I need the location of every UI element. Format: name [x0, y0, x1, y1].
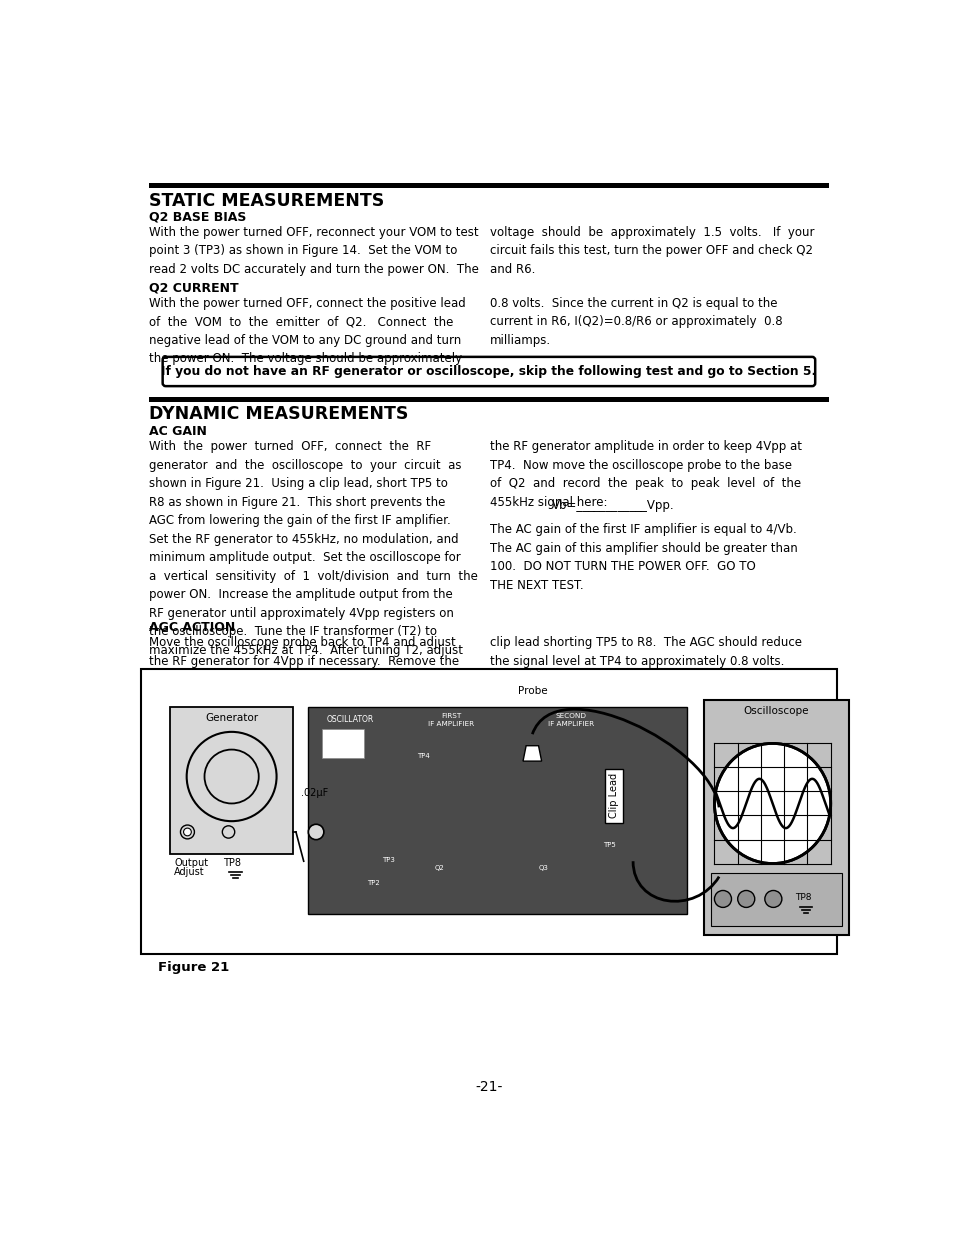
Text: TP3: TP3 [382, 857, 395, 863]
Text: TP8: TP8 [794, 893, 811, 902]
Text: Q2: Q2 [434, 864, 444, 871]
Text: Figure 21: Figure 21 [158, 961, 229, 974]
Text: Q2 BASE BIAS: Q2 BASE BIAS [149, 211, 246, 224]
Text: FIRST
IF AMPLIFIER: FIRST IF AMPLIFIER [428, 714, 474, 727]
Text: Vb=____________Vpp.: Vb=____________Vpp. [551, 499, 674, 511]
Ellipse shape [714, 743, 830, 863]
Circle shape [204, 750, 258, 804]
Text: AC GAIN: AC GAIN [149, 425, 207, 437]
Text: If you do not have an RF generator or oscilloscope, skip the following test and : If you do not have an RF generator or os… [161, 366, 816, 378]
Polygon shape [522, 746, 541, 761]
Text: Clip Lead: Clip Lead [608, 773, 618, 819]
Bar [307, 708, 686, 914]
Bar [711, 873, 841, 926]
Text: AGC ACTION: AGC ACTION [149, 621, 234, 634]
Text: With  the  power  turned  OFF,  connect  the  RF
generator  and  the  oscillosco: With the power turned OFF, connect the R… [149, 440, 477, 657]
Bar [321, 729, 364, 758]
Text: With the power turned OFF, reconnect your VOM to test
point 3 (TP3) as shown in : With the power turned OFF, reconnect you… [149, 226, 478, 275]
Text: DYNAMIC MEASUREMENTS: DYNAMIC MEASUREMENTS [149, 405, 408, 422]
Text: Oscilloscope: Oscilloscope [743, 706, 808, 716]
Circle shape [764, 890, 781, 908]
Text: Move the oscilloscope probe back to TP4 and adjust
the RF generator for 4Vpp if : Move the oscilloscope probe back to TP4 … [149, 636, 458, 668]
Text: 0.8 volts.  Since the current in Q2 is equal to the
current in R6, I(Q2)=0.8/R6 : 0.8 volts. Since the current in Q2 is eq… [489, 296, 781, 347]
Text: With the power turned OFF, connect the positive lead
of  the  VOM  to  the  emit: With the power turned OFF, connect the p… [149, 296, 465, 366]
Text: STATIC MEASUREMENTS: STATIC MEASUREMENTS [149, 193, 383, 210]
Text: voltage  should  be  approximately  1.5  volts.   If  your
circuit fails this te: voltage should be approximately 1.5 volt… [489, 226, 813, 275]
Text: the RF generator amplitude in order to keep 4Vpp at
TP4.  Now move the oscillosc: the RF generator amplitude in order to k… [489, 440, 801, 509]
Text: Output: Output [174, 858, 208, 868]
Circle shape [308, 824, 323, 840]
Circle shape [222, 826, 234, 839]
Text: Generator: Generator [205, 714, 258, 724]
Text: TP8: TP8 [223, 858, 241, 868]
Text: SECOND
IF AMPLIFIER: SECOND IF AMPLIFIER [547, 714, 594, 727]
Bar [703, 699, 848, 935]
Bar [149, 183, 828, 188]
Bar [141, 668, 836, 953]
Text: The AC gain of the first IF amplifier is equal to 4/Vb.
The AC gain of this ampl: The AC gain of the first IF amplifier is… [489, 524, 797, 592]
Text: Adjust: Adjust [174, 867, 205, 877]
Text: clip lead shorting TP5 to R8.  The AGC should reduce
the signal level at TP4 to : clip lead shorting TP5 to R8. The AGC sh… [489, 636, 801, 668]
Circle shape [187, 732, 276, 821]
Circle shape [714, 890, 731, 908]
Text: Q2 CURRENT: Q2 CURRENT [149, 282, 238, 294]
Text: Q3: Q3 [538, 864, 548, 871]
Text: TP4: TP4 [417, 753, 430, 760]
Circle shape [180, 825, 194, 839]
Text: OSCILLATOR: OSCILLATOR [326, 715, 374, 724]
Text: .02μF: .02μF [300, 788, 328, 798]
FancyBboxPatch shape [162, 357, 815, 387]
Text: TP2: TP2 [367, 881, 379, 887]
Circle shape [183, 829, 192, 836]
Text: TP5: TP5 [603, 842, 616, 848]
Bar [149, 396, 828, 403]
Text: Probe: Probe [517, 685, 547, 695]
Circle shape [737, 890, 754, 908]
Bar [171, 708, 293, 853]
Text: -21-: -21- [475, 1079, 502, 1094]
